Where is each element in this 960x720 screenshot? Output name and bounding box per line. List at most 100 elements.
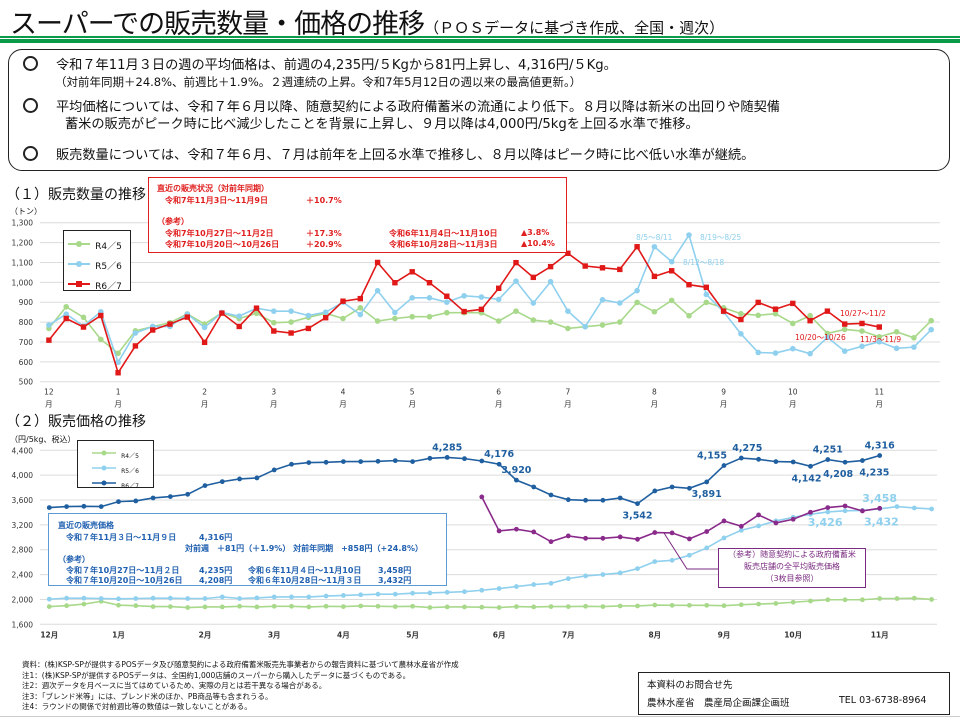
data-point — [271, 467, 277, 473]
stockpile-note-line: （3枚目参照） — [765, 574, 819, 583]
data-point — [341, 593, 346, 598]
x-tick-label: 8月 — [648, 630, 661, 639]
bullet-text: 令和７年11月３日の週の平均価格は、前週の4,235円/５Kgから81円上昇し、… — [56, 58, 617, 73]
data-point — [392, 458, 398, 464]
y-tick-label: 4,000 — [12, 471, 34, 480]
data-point — [323, 315, 329, 321]
legend-label: R6／7 — [95, 282, 122, 292]
status-ref-value: ＋17.3% — [306, 229, 342, 238]
data-point — [738, 527, 744, 533]
data-point — [132, 330, 139, 336]
data-point — [98, 312, 104, 319]
circle-bullet-icon — [23, 146, 38, 161]
circle-bullet-icon — [23, 56, 38, 71]
header-rule-thin — [0, 36, 960, 38]
data-point — [426, 280, 433, 286]
data-point — [530, 274, 536, 281]
data-point — [548, 604, 554, 609]
data-point — [133, 603, 139, 609]
legend-item-r4: R4／5 — [92, 443, 139, 462]
data-point — [565, 250, 571, 257]
contact-title: 本資料のお問合せ先 — [647, 680, 733, 691]
data-point — [928, 317, 934, 324]
data-point — [687, 536, 692, 542]
data-point — [357, 311, 364, 318]
data-label: 4,235 — [859, 468, 889, 479]
contact-tel: TEL 03-6738-8964 — [839, 695, 927, 706]
data-point — [271, 594, 277, 600]
data-label: 3,542 — [622, 511, 652, 522]
data-point — [583, 535, 588, 541]
data-point — [219, 604, 225, 610]
data-point — [651, 243, 658, 250]
data-label: 4,142 — [791, 473, 821, 484]
data-point — [634, 299, 640, 306]
data-point — [635, 603, 640, 609]
y-tick-label: 1,600 — [12, 620, 34, 629]
annotation-label: 8/12～8/18 — [683, 258, 724, 267]
section2-unit: （円/5kg、税込） — [10, 435, 76, 444]
data-point — [357, 295, 363, 302]
data-point — [306, 604, 312, 610]
data-point — [410, 459, 415, 465]
y-tick-label: 900 — [19, 298, 34, 307]
data-point — [323, 603, 329, 609]
data-point — [116, 596, 121, 602]
footer-rule — [0, 716, 960, 717]
x-tick-label: 9 — [721, 388, 726, 397]
x-tick-label-unit: 月 — [720, 400, 728, 409]
bullet-text-cont: 蓄米の販売がピーク時に比べ減少したことを背景に上昇し、９月以降は4,000円/5… — [65, 117, 699, 132]
data-point — [219, 310, 225, 316]
data-point — [738, 455, 744, 461]
data-point — [150, 327, 156, 333]
data-point — [704, 529, 710, 534]
x-tick-label-unit: 月 — [114, 400, 122, 409]
data-point — [409, 313, 416, 320]
data-point — [185, 596, 191, 601]
data-point — [63, 311, 69, 317]
data-point — [323, 459, 329, 465]
x-tick-label: 7月 — [562, 630, 575, 639]
data-point — [410, 603, 415, 609]
data-point — [237, 476, 243, 482]
data-point — [237, 603, 243, 609]
x-tick-label-unit: 月 — [651, 400, 659, 409]
price-title: 直近の販売価格 — [58, 521, 114, 530]
price-ref-value: 4,235円 — [199, 566, 233, 575]
data-point — [461, 308, 467, 315]
data-point — [288, 308, 294, 314]
data-point — [46, 322, 52, 328]
data-point — [565, 325, 571, 332]
data-point — [496, 528, 502, 534]
data-point — [565, 497, 571, 503]
data-point — [514, 604, 519, 609]
data-point — [772, 310, 779, 317]
x-tick-label: 1 — [116, 388, 121, 397]
data-point — [703, 299, 710, 306]
price-ref-prev-value: 3,432円 — [378, 576, 412, 585]
data-point — [824, 330, 831, 337]
data-point — [168, 595, 173, 601]
data-point — [392, 309, 398, 316]
data-point — [289, 594, 294, 600]
data-point — [893, 345, 900, 352]
data-point — [547, 263, 554, 270]
data-point — [755, 312, 761, 319]
data-point — [859, 328, 865, 334]
data-point — [651, 273, 658, 280]
data-point — [305, 325, 312, 332]
data-point — [687, 602, 692, 608]
data-point — [686, 312, 692, 319]
x-tick-label-unit: 月 — [876, 400, 884, 409]
data-point — [150, 604, 156, 609]
data-point — [617, 300, 623, 306]
legend-label: R5／6 — [121, 468, 139, 475]
data-point — [860, 508, 865, 514]
data-point — [219, 479, 225, 485]
y-tick-label: 1,000 — [12, 278, 34, 287]
footnote: 注4：ラウンドの関係で対前週比等の数値は一致しないことがある。 — [22, 702, 252, 711]
data-point — [841, 326, 848, 333]
annotation-label: 11/3～11/9 — [860, 335, 901, 344]
data-point — [81, 503, 87, 509]
data-point — [496, 461, 502, 467]
